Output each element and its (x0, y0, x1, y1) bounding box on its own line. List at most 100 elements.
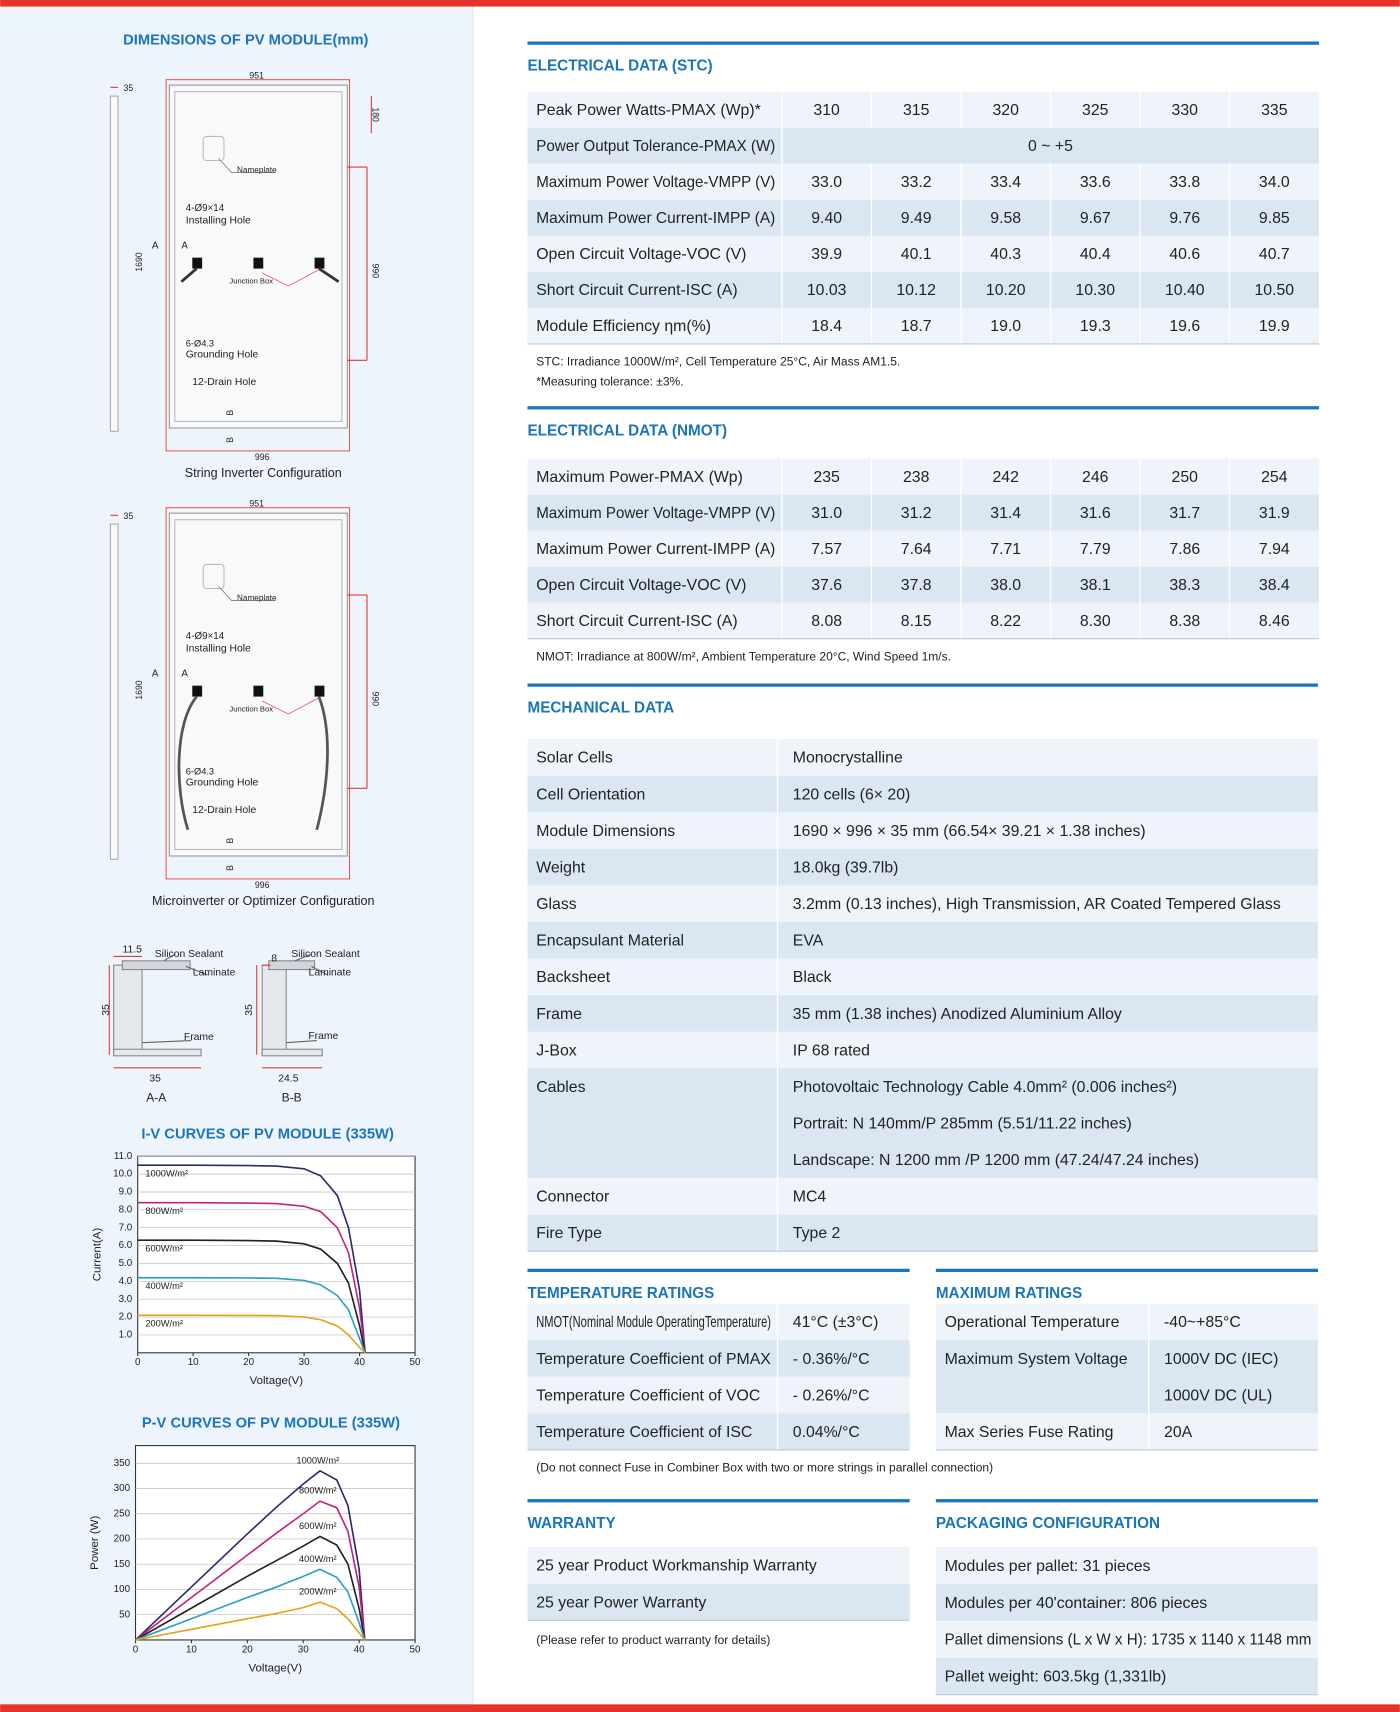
drawing-label: B (225, 437, 235, 443)
cell-value: 38.4 (1259, 577, 1290, 594)
curve (134, 1469, 366, 1641)
cell-value: 9.85 (1259, 210, 1290, 227)
y-tick-label: 9.0 (119, 1187, 133, 1198)
section-label: 35 (244, 1004, 255, 1016)
table-row (527, 848, 1318, 886)
cell-value: 8.30 (1080, 613, 1111, 630)
legend-label: 800W/m² (145, 1206, 183, 1216)
cell-value: 9.40 (811, 210, 842, 227)
x-tick-label: 40 (354, 1357, 365, 1368)
frame-profile (113, 964, 143, 1056)
row-label: Fire Type (536, 1225, 602, 1242)
cell-value: 335 (1261, 102, 1288, 119)
cell-value: 238 (903, 469, 930, 486)
row-label: Glass (536, 896, 577, 913)
y-tick-label: 11.0 (114, 1151, 133, 1162)
chart-title: P-V CURVES OF PV MODULE (335W) (142, 1416, 400, 1432)
table-row (935, 1413, 1318, 1450)
table-note: NMOT: Irradiance at 800W/m², Ambient Tem… (536, 649, 951, 663)
table-row (527, 127, 1320, 164)
y-tick-label: 1.0 (119, 1330, 133, 1341)
cell-value: 8.15 (901, 613, 932, 630)
drawing-label: Installing Hole (186, 643, 251, 654)
frame-flange (113, 1048, 202, 1057)
section-rule (935, 1499, 1318, 1503)
cell-value: 242 (993, 469, 1019, 486)
cell-value: 20A (1164, 1424, 1193, 1441)
leader (163, 953, 176, 962)
cell-value: 19.9 (1259, 318, 1290, 335)
section-rule (935, 1268, 1318, 1272)
leader (142, 1039, 192, 1044)
cell-value: 10.40 (1165, 282, 1205, 299)
curve (135, 1500, 366, 1641)
table-row (527, 922, 1318, 959)
cell-value: 320 (993, 102, 1020, 119)
section-label: 35 (101, 1004, 112, 1016)
laminate (121, 960, 191, 971)
nameplate (202, 135, 225, 162)
row-label: Backsheet (536, 969, 611, 986)
cell-value: 40.7 (1259, 246, 1290, 263)
top-bar (0, 0, 1400, 7)
row-label: Encapsulant Material (536, 933, 684, 950)
table-row (527, 1340, 910, 1377)
table-row (527, 1214, 1318, 1252)
curve (137, 1314, 366, 1354)
junction-box (192, 257, 203, 269)
y-tick-label: 6.0 (119, 1240, 133, 1251)
row-label: Connector (536, 1189, 610, 1206)
cell-value: 8.22 (990, 613, 1021, 630)
section-title: WARRANTY (527, 1515, 615, 1532)
table-row (527, 199, 1320, 236)
drawing-label: A (152, 240, 159, 251)
section-title: ELECTRICAL DATA (NMOT) (527, 422, 727, 439)
cell-value: 33.6 (1080, 174, 1111, 191)
table-note: *Measuring tolerance: ±3%. (536, 374, 683, 388)
cell-value: -40~+85°C (1164, 1314, 1241, 1331)
cell-value: 10.03 (807, 282, 847, 299)
drawing-label: A (181, 668, 188, 679)
cell-value: 33.0 (811, 174, 842, 191)
cell-value: 40.4 (1080, 246, 1111, 263)
drawing-label: 951 (249, 71, 264, 81)
row-label: J-Box (536, 1042, 577, 1059)
row-label: Maximum Power Current-IMPP (A) (536, 541, 775, 558)
table-row (527, 458, 1320, 495)
cell-value: 10.50 (1255, 282, 1295, 299)
cell-value: 1690 × 996 × 35 mm (66.54× 39.21 × 1.38 … (793, 823, 1146, 840)
junction-box (253, 257, 264, 269)
x-tick-label: 0 (135, 1357, 141, 1368)
cell-value: 31.0 (811, 505, 842, 522)
cell-value: 254 (1261, 469, 1288, 486)
drawing-label: 990 (370, 264, 380, 279)
cell-value: 19.3 (1080, 318, 1111, 335)
row-label: Operational Temperature (945, 1314, 1120, 1331)
row-label: Module Efficiency ηm(%) (536, 318, 711, 335)
row-label: Open Circuit Voltage-VOC (V) (536, 577, 746, 594)
dimension-outline (165, 507, 350, 880)
y-tick-label: 150 (114, 1559, 131, 1570)
leader (311, 965, 328, 976)
legend-label: 600W/m² (299, 1521, 337, 1531)
drawing-label: Grounding Hole (186, 350, 259, 361)
curve (135, 1601, 366, 1641)
row-label: Cell Orientation (536, 786, 645, 803)
drawing-label: 996 (255, 880, 270, 890)
section-title: PACKAGING CONFIGURATION (936, 1515, 1160, 1532)
cell-value: Black (793, 969, 832, 986)
row-label: Weight (536, 859, 586, 876)
cell-value: 10.30 (1075, 282, 1115, 299)
cell-value: 120 cells (6× 20) (793, 786, 910, 803)
x-axis-label: Voltage(V) (249, 1662, 303, 1674)
cell-value: Portrait: N 140mm/P 285mm (5.51/11.22 in… (793, 1116, 1132, 1133)
cell-value: 8.38 (1169, 613, 1200, 630)
bottom-bar (0, 1704, 1400, 1712)
table-row (527, 566, 1320, 603)
row-label: Cables (536, 1079, 585, 1096)
cell-value: 19.6 (1169, 318, 1200, 335)
junction-box (192, 685, 203, 697)
plot-area (137, 1155, 416, 1354)
module-inner (174, 91, 343, 422)
drawing-label: Grounding Hole (186, 778, 259, 789)
